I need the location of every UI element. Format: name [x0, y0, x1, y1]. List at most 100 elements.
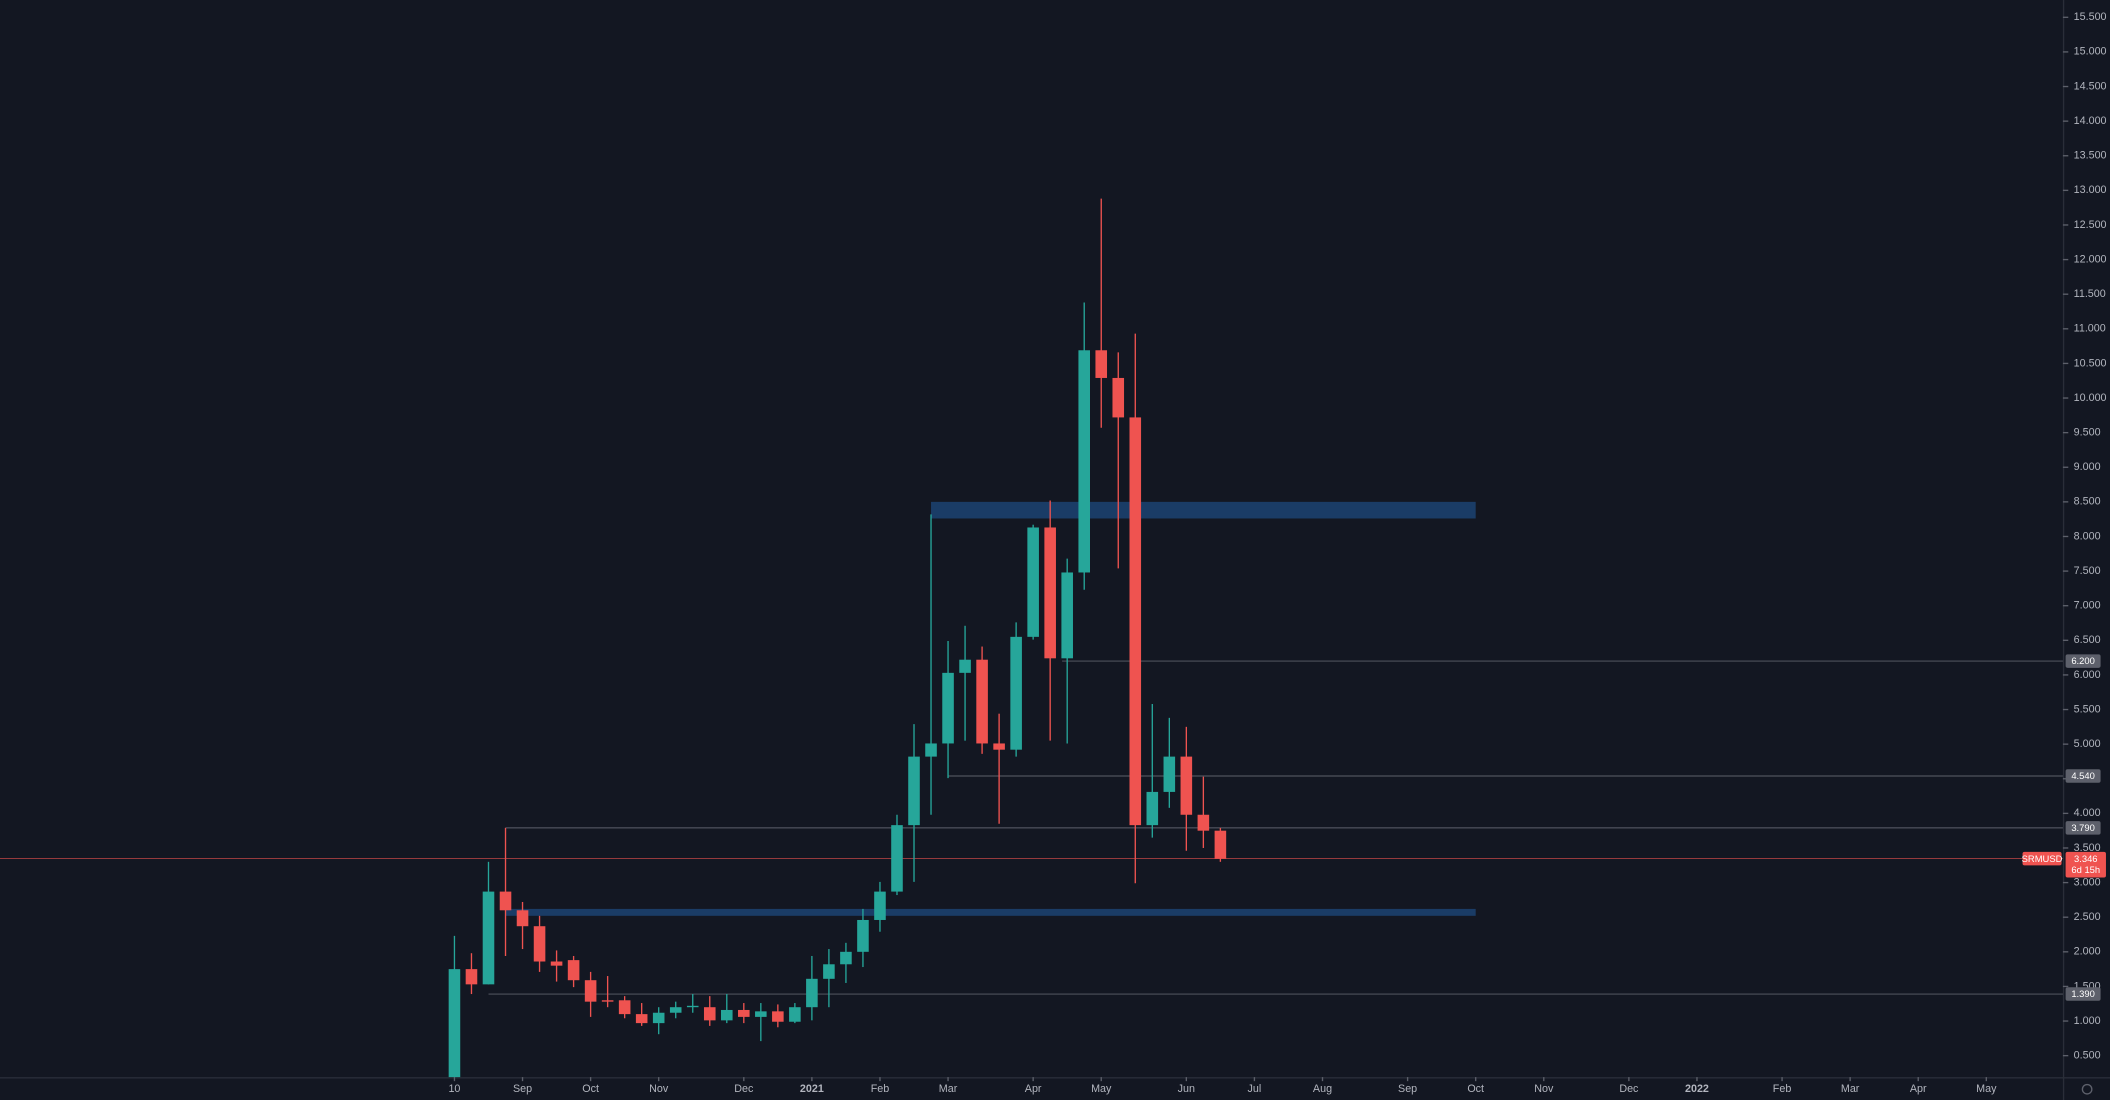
x-tick-label: Jul [1248, 1083, 1262, 1095]
x-tick-label: Oct [1467, 1083, 1484, 1095]
candle-body [482, 891, 495, 985]
y-tick-label: 2.500 [2074, 911, 2101, 923]
y-tick-label: 3.000 [2074, 876, 2101, 888]
y-tick-label: 11.500 [2074, 288, 2106, 300]
countdown-label: 6d 15h [2071, 864, 2100, 875]
x-tick-label: Sep [1398, 1083, 1417, 1095]
candle-body [1112, 377, 1125, 418]
x-tick-label: 2022 [1685, 1083, 1709, 1095]
candle-body [755, 1011, 767, 1017]
level-tag [2065, 654, 2101, 668]
x-tick-label: Apr [1910, 1083, 1927, 1095]
x-tick-label: Feb [871, 1083, 890, 1095]
candle-body [925, 743, 937, 757]
x-tick-label: 2021 [800, 1083, 824, 1095]
candle-body [516, 910, 529, 927]
settings-icon[interactable] [2081, 1083, 2093, 1095]
x-tick-label: May [1976, 1083, 1997, 1095]
y-tick-label: 9.000 [2074, 461, 2101, 473]
y-tick-label: 10.500 [2074, 357, 2107, 369]
y-tick-label: 13.500 [2074, 150, 2107, 162]
candle-body [772, 1011, 784, 1022]
x-tick-label: Feb [1773, 1083, 1792, 1095]
candle-body [874, 891, 886, 920]
candle-body [1027, 527, 1039, 637]
y-tick-label: 12.000 [2074, 253, 2107, 265]
zone [505, 908, 1476, 916]
x-tick-label: May [1091, 1083, 1112, 1095]
last-price-tag [2065, 851, 2106, 878]
candle-body [1078, 350, 1091, 573]
symbol-tag [2022, 851, 2062, 866]
candle-body [601, 1000, 614, 1002]
y-tick-label: 14.500 [2074, 80, 2107, 92]
candle-body [584, 980, 597, 1002]
y-tick-label: 4.000 [2074, 807, 2101, 819]
candle-body [942, 672, 954, 744]
y-tick-label: 8.000 [2074, 530, 2101, 542]
x-tick-label: Jun [1178, 1083, 1195, 1095]
candle-body [976, 659, 988, 744]
x-tick-label: Oct [582, 1083, 599, 1095]
y-tick-label: 12.500 [2074, 219, 2107, 231]
candle-body [618, 1000, 631, 1015]
level-tag-label: 4.540 [2071, 770, 2095, 781]
candle-body [567, 960, 580, 981]
candle-body [1180, 756, 1193, 815]
x-tick-label: Mar [1841, 1083, 1860, 1095]
level-tag [2065, 987, 2101, 1001]
y-tick-label: 6.500 [2074, 634, 2101, 646]
candle-body [1197, 814, 1210, 831]
candle-body [703, 1007, 716, 1021]
candle-body [669, 1007, 682, 1013]
x-tick-label: Dec [1619, 1083, 1639, 1095]
level-tag-label: 1.390 [2071, 988, 2095, 999]
candle-body [448, 969, 461, 1078]
candle-body [499, 891, 512, 911]
y-tick-label: 9.500 [2074, 426, 2101, 438]
x-tick-label: Mar [939, 1083, 958, 1095]
candle-body [908, 756, 920, 826]
y-tick-label: 6.000 [2074, 669, 2101, 681]
y-tick-label: 7.500 [2074, 565, 2101, 577]
candle-body [465, 969, 478, 985]
x-tick-label: Nov [1534, 1083, 1554, 1095]
candle-body [1163, 756, 1176, 792]
y-tick-label: 2.000 [2074, 946, 2101, 958]
candle-body [959, 659, 971, 673]
level-tag-label: 3.790 [2071, 822, 2095, 833]
y-tick-label: 7.000 [2074, 600, 2101, 612]
candle-body [720, 1009, 733, 1021]
zone [931, 501, 1476, 519]
candle-body [823, 964, 835, 979]
x-tick-label: Dec [734, 1083, 754, 1095]
y-tick-label: 5.000 [2074, 738, 2101, 750]
candle-body [652, 1012, 665, 1024]
candle-body [635, 1014, 648, 1024]
candle-body [1095, 350, 1108, 378]
candle-body [1129, 417, 1142, 826]
candle-body [1214, 830, 1227, 859]
symbol-label: SRMUSD [2022, 853, 2063, 864]
y-tick-label: 3.500 [2074, 842, 2101, 854]
y-tick-label: 14.000 [2074, 115, 2107, 127]
candle-body [1010, 636, 1022, 750]
x-tick-label: Nov [649, 1083, 669, 1095]
y-tick-label: 8.500 [2074, 496, 2101, 508]
y-tick-label: 11.000 [2074, 323, 2106, 335]
last-price-label: 3.346 [2074, 853, 2098, 864]
candle-body [1044, 527, 1056, 659]
candle-body [550, 961, 563, 966]
y-tick-label: 1.000 [2074, 1015, 2101, 1027]
candle-body [1146, 791, 1159, 826]
candle-body [840, 951, 852, 965]
y-tick-label: 10.000 [2074, 392, 2107, 404]
level-tag [2065, 769, 2101, 783]
candle-body [533, 926, 546, 962]
candle-body [686, 1005, 699, 1008]
candle-body [1061, 572, 1073, 659]
y-tick-label: 0.500 [2074, 1049, 2101, 1061]
candle-body [806, 978, 818, 1008]
level-tag [2065, 821, 2101, 835]
